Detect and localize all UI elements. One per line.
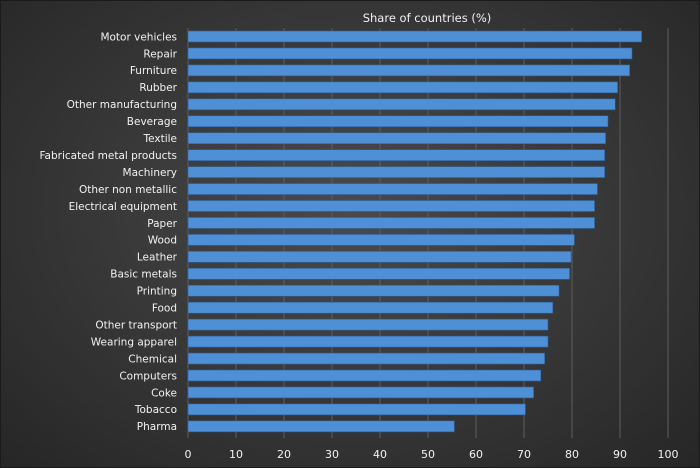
category-label: Other transport — [95, 319, 177, 331]
bar-9 — [187, 183, 598, 195]
bars — [187, 30, 642, 433]
x-tick-label: 10 — [229, 448, 243, 461]
x-tick-label: 40 — [373, 448, 387, 461]
category-label: Leather — [137, 252, 178, 264]
bar-1 — [187, 47, 633, 60]
category-label: Textile — [142, 133, 177, 145]
bar-3 — [187, 81, 618, 94]
x-tick-label: 0 — [185, 448, 192, 461]
bar-0 — [187, 30, 642, 43]
x-tick-label: 30 — [325, 448, 339, 461]
category-label: Wearing apparel — [91, 336, 177, 348]
x-tick-label: 50 — [421, 448, 435, 461]
category-label: Food — [152, 303, 177, 315]
bar-13 — [187, 251, 572, 263]
category-labels: Motor vehicles Repair Furniture Rubber Other… — [39, 31, 177, 433]
x-tick-label: 80 — [565, 448, 579, 461]
bar-22 — [187, 403, 526, 416]
bar-10 — [187, 200, 595, 212]
bar-4 — [187, 98, 616, 111]
x-tick-label: 100 — [658, 448, 679, 461]
category-label: Fabricated metal products — [39, 150, 177, 162]
category-label: Beverage — [127, 116, 177, 128]
bar-20 — [187, 369, 542, 382]
bar-14 — [187, 267, 570, 280]
x-tick-label: 20 — [277, 448, 291, 461]
category-label: Other manufacturing — [67, 99, 177, 111]
category-label: Paper — [147, 218, 177, 230]
bar-23 — [187, 420, 455, 433]
category-label: Basic metals — [110, 269, 177, 281]
bar-7 — [187, 149, 605, 161]
category-label: Furniture — [130, 65, 177, 77]
category-label: Rubber — [139, 82, 177, 94]
bar-18 — [187, 335, 549, 348]
chart-title: Share of countries (%) — [363, 11, 492, 25]
bar-21 — [187, 386, 534, 399]
category-label: Coke — [151, 387, 177, 399]
category-label: Computers — [119, 370, 177, 382]
category-label: Machinery — [123, 167, 177, 179]
category-label: Other non metallic — [79, 184, 177, 196]
category-label: Chemical — [128, 353, 177, 365]
bar-5 — [187, 115, 609, 128]
x-axis-ticks: 0 10 20 30 40 50 60 70 80 90 100 — [185, 448, 679, 461]
category-label: Motor vehicles — [100, 31, 177, 43]
x-tick-label: 70 — [517, 448, 531, 461]
bar-19 — [187, 352, 545, 365]
bar-16 — [187, 301, 554, 314]
bar-17 — [187, 318, 549, 331]
category-label: Wood — [148, 235, 177, 247]
x-tick-label: 90 — [613, 448, 627, 461]
category-label: Repair — [143, 48, 177, 60]
bar-11 — [187, 217, 595, 229]
bar-2 — [187, 64, 630, 77]
category-label: Pharma — [137, 421, 177, 433]
bar-12 — [187, 234, 575, 246]
bar-6 — [187, 132, 606, 144]
category-label: Printing — [137, 286, 177, 298]
gridlines — [187, 28, 669, 438]
bar-8 — [187, 166, 605, 178]
category-label: Electrical equipment — [69, 201, 177, 213]
bar-15 — [187, 284, 560, 297]
category-label: Tobacco — [134, 404, 177, 416]
x-tick-label: 60 — [469, 448, 483, 461]
